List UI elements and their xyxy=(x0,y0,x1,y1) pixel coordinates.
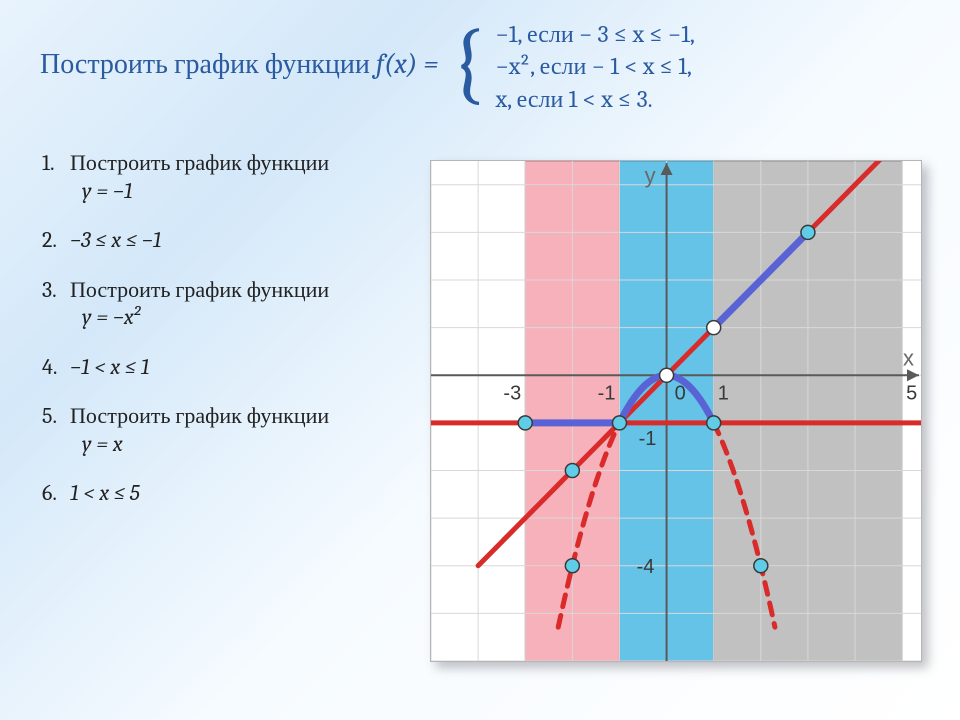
svg-text:1: 1 xyxy=(718,382,729,404)
brace-icon: { xyxy=(451,18,486,108)
title-lead: Построить график функции xyxy=(40,48,376,80)
svg-text:5: 5 xyxy=(906,382,917,404)
step-item: 4.−1 < x ≤ 1 xyxy=(42,354,402,382)
svg-text:-3: -3 xyxy=(503,382,521,404)
piecewise-cases: −1, если − 3 ≤ x ≤ −1, −x², если − 1 < x… xyxy=(496,18,695,115)
case-3: x, если 1 < x ≤ 3. xyxy=(496,85,653,113)
svg-text:0: 0 xyxy=(675,382,686,404)
step-item: 1.Построить график функцииy = −1 xyxy=(42,150,402,205)
title-fx: f(x) = xyxy=(376,48,444,80)
case-2: −x², если − 1 < x ≤ 1, xyxy=(496,52,692,80)
svg-text:-4: -4 xyxy=(637,556,655,578)
step-item: 5.Построить график функцииy = x xyxy=(42,403,402,458)
step-item: 6.1 < x ≤ 5 xyxy=(42,480,402,508)
svg-text:-1: -1 xyxy=(598,382,616,404)
piecewise-chart: -3 -1 0 1 5 -1 -4 y x xyxy=(431,161,921,661)
chart-panel: -3 -1 0 1 5 -1 -4 y x xyxy=(430,160,922,662)
steps-list: 1.Построить график функцииy = −1 2.−3 ≤ x… xyxy=(42,150,402,530)
case-1: −1, если − 3 ≤ x ≤ −1, xyxy=(496,20,695,48)
svg-text:x: x xyxy=(903,345,914,370)
step-item: 2.−3 ≤ x ≤ −1 xyxy=(42,227,402,255)
svg-text:y: y xyxy=(645,163,656,188)
svg-text:-1: -1 xyxy=(639,428,657,450)
step-item: 3.Построить график функцииy = −x² xyxy=(42,277,402,332)
page-title: Построить график функции f(x) = { −1, ес… xyxy=(40,18,940,115)
